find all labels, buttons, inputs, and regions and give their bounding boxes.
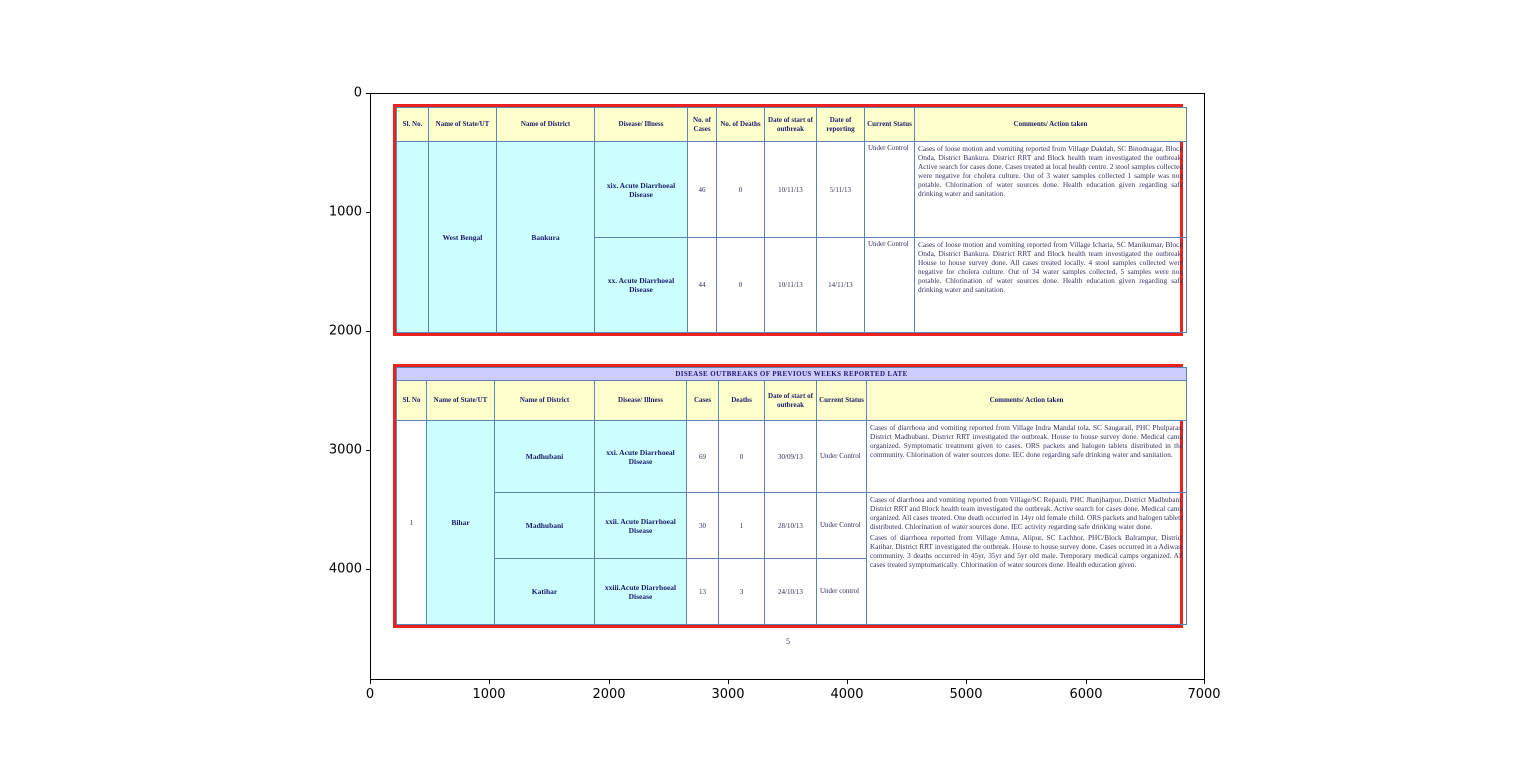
start-date-cell: 30/09/13 (764, 420, 817, 493)
deaths-cell: 0 (718, 420, 765, 493)
start-date-cell: 24/10/13 (764, 558, 817, 625)
table-row: 1 Bihar Madhubani xxi. Acute Diarrhoeal … (396, 420, 1188, 625)
x-tick-label: 2000 (592, 687, 626, 702)
table-row: West Bengal Bankura xix. Acute Diarrhoea… (396, 141, 1187, 333)
comments-cell: Cases of loose motion and vomiting repor… (914, 237, 1187, 333)
x-tick-mark (966, 680, 967, 684)
x-tick-mark (728, 680, 729, 684)
cases-cell: 13 (686, 558, 719, 625)
status-cell: Under Control (864, 141, 915, 238)
cases-cell: 30 (686, 492, 719, 559)
col-header-status: Current Status (816, 380, 867, 421)
district-cell: Katihar (494, 558, 595, 625)
x-tick-label: 4000 (830, 687, 864, 702)
reporting-date-cell: 5/11/13 (816, 141, 865, 238)
comments-cell: Cases of diarrhoea and vomiting reported… (865, 420, 1188, 493)
y-tick-mark (366, 450, 370, 451)
disease-cell: xx. Acute Diarrhoeal Disease (594, 237, 688, 333)
col-header-deaths: No. of Deaths (716, 107, 765, 142)
y-tick-label: 2000 (328, 323, 362, 339)
deaths-cell: 1 (718, 492, 765, 559)
start-date-cell: 28/10/13 (764, 492, 817, 559)
col-header-sl-no: Sl. No. (396, 107, 429, 142)
y-tick-label: 3000 (328, 442, 362, 458)
x-tick-label: 0 (365, 687, 375, 702)
x-tick-mark (1086, 680, 1087, 684)
y-tick-mark (366, 569, 370, 570)
disease-cell: xxi. Acute Diarrhoeal Disease (594, 420, 687, 493)
cases-cell: 44 (687, 237, 717, 333)
state-cell: West Bengal (428, 141, 497, 333)
disease-cell: xxiii.Acute Diarrhoeal Disease (594, 558, 687, 625)
col-header-reporting-date: Date of reporting (816, 107, 865, 142)
x-tick-label: 7000 (1187, 687, 1221, 702)
col-header-sl-no: Sl. No (396, 380, 427, 421)
table-row: Madhubani xxii. Acute Diarrhoeal Disease… (397, 492, 1188, 625)
sl-no-cell (396, 141, 429, 333)
x-tick-mark (847, 680, 848, 684)
x-tick-label: 6000 (1069, 687, 1103, 702)
col-header-start-date: Date of start of outbreak (764, 380, 817, 421)
comments-cell: Cases of loose motion and vomiting repor… (914, 141, 1187, 238)
col-header-district: Name of District (496, 107, 595, 142)
status-cell: Under Control (816, 492, 867, 559)
sl-no-cell: 1 (396, 420, 427, 625)
col-header-deaths: Deaths (718, 380, 765, 421)
y-tick-mark (366, 93, 370, 94)
y-tick-label: 4000 (328, 561, 362, 577)
col-header-state: Name of State/UT (426, 380, 495, 421)
table-row: xx. Acute Diarrhoeal Disease 44 0 10/11/… (397, 237, 1187, 333)
comments-paragraph: Cases of diarrhoea reported from Village… (870, 533, 1184, 569)
reporting-date-cell: 14/11/13 (816, 237, 865, 333)
col-header-state: Name of State/UT (428, 107, 497, 142)
page-number: 5 (786, 637, 790, 646)
late-reported-outbreaks-table: DISEASE OUTBREAKS OF PREVIOUS WEEKS REPO… (393, 364, 1188, 628)
col-header-disease: Disease/ Illness (594, 380, 687, 421)
deaths-cell: 0 (716, 237, 765, 333)
y-tick-label: 1000 (328, 204, 362, 220)
comments-cell: Cases of diarrhoea and vomiting reported… (865, 492, 1188, 625)
x-tick-label: 3000 (711, 687, 745, 702)
deaths-cell: 0 (716, 141, 765, 238)
cases-cell: 69 (686, 420, 719, 493)
district-cell: Madhubani (494, 492, 595, 559)
disease-cell: xix. Acute Diarrhoeal Disease (594, 141, 688, 238)
comments-paragraph: Cases of diarrhoea and vomiting reported… (870, 495, 1184, 531)
col-header-cases: Cases (686, 380, 719, 421)
district-cell: Madhubani (494, 420, 595, 493)
y-tick-mark (366, 212, 370, 213)
start-date-cell: 10/11/13 (764, 141, 817, 238)
x-tick-mark (489, 680, 490, 684)
col-header-cases: No. of Cases (687, 107, 717, 142)
plot-area: Sl. No. Name of State/UT Name of Distric… (370, 93, 1205, 680)
col-header-district: Name of District (494, 380, 595, 421)
deaths-cell: 3 (718, 558, 765, 625)
x-tick-mark (370, 680, 371, 684)
status-cell: Under Control (864, 237, 915, 333)
state-cell: Bihar (426, 420, 495, 625)
x-tick-label: 1000 (472, 687, 506, 702)
col-header-start-date: Date of start of outbreak (764, 107, 817, 142)
y-tick-label: 0 (353, 85, 362, 101)
disease-cell: xxii. Acute Diarrhoeal Disease (594, 492, 687, 559)
col-header-comments: Comments/ Action taken (865, 380, 1188, 421)
status-cell: Under control (816, 558, 867, 625)
table-row: Katihar xxiii.Acute Diarrhoeal Disease 1… (397, 558, 1187, 625)
y-tick-mark (366, 331, 370, 332)
col-header-disease: Disease/ Illness (594, 107, 688, 142)
col-header-comments: Comments/ Action taken (914, 107, 1187, 142)
district-cell: Bankura (496, 141, 595, 333)
current-outbreaks-table: Sl. No. Name of State/UT Name of Distric… (393, 104, 1187, 336)
x-tick-mark (1204, 680, 1205, 684)
x-tick-label: 5000 (949, 687, 983, 702)
cases-cell: 46 (687, 141, 717, 238)
col-header-status: Current Status (864, 107, 915, 142)
start-date-cell: 10/11/13 (764, 237, 817, 333)
table-banner: DISEASE OUTBREAKS OF PREVIOUS WEEKS REPO… (395, 367, 1188, 381)
status-cell: Under Control (816, 420, 867, 493)
x-tick-mark (609, 680, 610, 684)
